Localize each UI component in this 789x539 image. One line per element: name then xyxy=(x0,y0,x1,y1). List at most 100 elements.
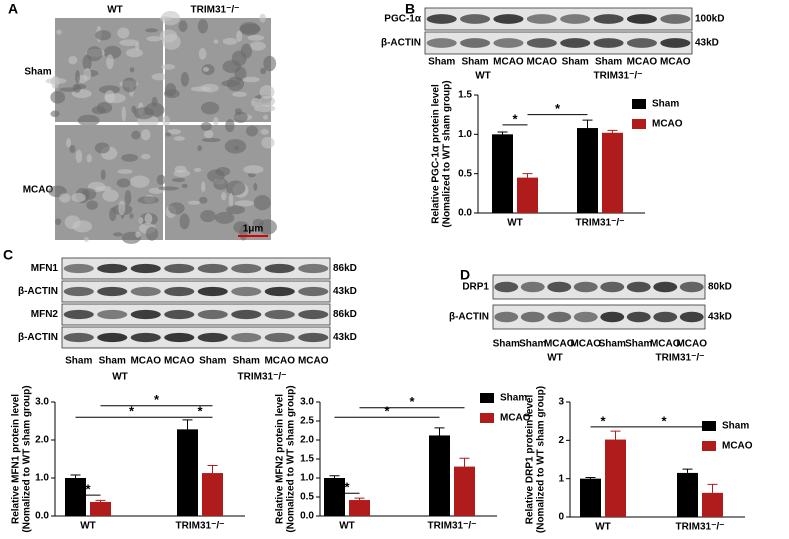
texture xyxy=(141,129,151,141)
lane-label: Sham xyxy=(428,57,455,68)
texture xyxy=(141,153,151,160)
band-size: 43kD xyxy=(695,38,719,49)
texture xyxy=(72,83,82,93)
lane-label: MCAO xyxy=(298,356,329,367)
significance-mark: * xyxy=(661,413,667,428)
blot-label: DRP1 xyxy=(462,282,489,293)
panel-label: B xyxy=(405,1,415,17)
texture xyxy=(260,67,267,75)
y-tick-label: 3 xyxy=(558,397,564,408)
significance-mark: * xyxy=(600,413,606,428)
lane-label: Sham xyxy=(99,356,126,367)
band xyxy=(653,311,678,323)
texture xyxy=(226,205,246,215)
texture xyxy=(77,114,100,127)
band xyxy=(298,286,329,297)
lane-label: Sham xyxy=(625,339,652,350)
group-label: TRIM31⁻/⁻ xyxy=(238,372,287,383)
texture xyxy=(199,196,208,204)
texture xyxy=(145,28,158,33)
texture xyxy=(228,192,234,209)
lane-label: Sham xyxy=(599,339,626,350)
scale-bar-label: 1μm xyxy=(243,224,264,235)
texture xyxy=(146,35,162,42)
x-tick-label: TRIM31⁻/⁻ xyxy=(576,218,625,229)
texture xyxy=(135,231,141,238)
texture xyxy=(50,90,66,104)
legend-swatch xyxy=(480,393,494,403)
x-tick-label: WT xyxy=(339,521,355,532)
legend-swatch xyxy=(480,413,494,423)
texture xyxy=(258,219,277,235)
band xyxy=(520,281,545,293)
texture xyxy=(263,114,269,120)
texture xyxy=(75,70,81,84)
band xyxy=(164,332,195,343)
texture xyxy=(162,115,171,128)
texture xyxy=(129,67,135,73)
legend-swatch xyxy=(702,441,716,451)
error-bar xyxy=(522,173,533,178)
texture xyxy=(117,169,133,174)
error-bar xyxy=(582,119,593,129)
band xyxy=(593,14,624,24)
blot-strip xyxy=(61,280,331,303)
texture xyxy=(124,190,132,206)
blot-label: β-ACTIN xyxy=(18,332,58,343)
texture xyxy=(251,97,261,108)
band xyxy=(526,14,557,24)
texture xyxy=(86,200,98,210)
y-axis-label: Relative MFN2 protein level xyxy=(275,394,286,524)
texture xyxy=(99,85,120,95)
texture xyxy=(95,185,112,192)
band xyxy=(231,286,262,297)
legend-label: MCAO xyxy=(652,119,683,130)
texture xyxy=(118,200,126,216)
band xyxy=(63,263,94,274)
lane-label: Sham xyxy=(519,339,546,350)
texture xyxy=(109,207,117,222)
blot-label: MFN1 xyxy=(31,263,59,274)
panel-label: D xyxy=(460,267,470,283)
band xyxy=(130,263,161,274)
band xyxy=(600,311,625,323)
y-tick-label: 1.5 xyxy=(300,454,314,465)
error-bar xyxy=(610,430,621,440)
texture xyxy=(71,192,86,203)
texture xyxy=(119,39,140,47)
y-axis-label: (Nomalized to WT sham group) xyxy=(442,80,453,227)
texture xyxy=(200,121,212,131)
y-tick-label: 2 xyxy=(558,435,564,446)
bar xyxy=(349,500,370,516)
bar xyxy=(492,134,513,213)
band xyxy=(231,263,262,274)
y-tick-label: 1.0 xyxy=(300,473,314,484)
texture xyxy=(138,216,144,224)
texture xyxy=(202,67,210,72)
texture xyxy=(75,149,83,163)
band xyxy=(573,311,598,323)
band xyxy=(520,311,545,323)
lane-label: Sham xyxy=(562,57,589,68)
y-tick-label: 0.0 xyxy=(458,208,472,219)
column-label: TRIM31⁻/⁻ xyxy=(191,5,240,16)
texture xyxy=(200,209,216,223)
band-size: 86kD xyxy=(333,309,357,320)
lane-label: Sham xyxy=(461,57,488,68)
y-tick-label: 2.5 xyxy=(300,416,314,427)
group-label: WT xyxy=(547,353,563,364)
texture xyxy=(64,215,81,230)
band xyxy=(460,14,491,24)
band xyxy=(264,332,295,343)
significance-mark: * xyxy=(85,482,91,497)
y-tick-label: 0.5 xyxy=(458,168,472,179)
blot-strip xyxy=(424,7,693,31)
band xyxy=(626,281,651,293)
band xyxy=(130,309,161,320)
texture xyxy=(121,153,139,162)
band xyxy=(231,309,262,320)
lane-label: Sham xyxy=(595,57,622,68)
band xyxy=(626,38,657,48)
texture xyxy=(213,178,229,190)
texture xyxy=(179,213,190,230)
